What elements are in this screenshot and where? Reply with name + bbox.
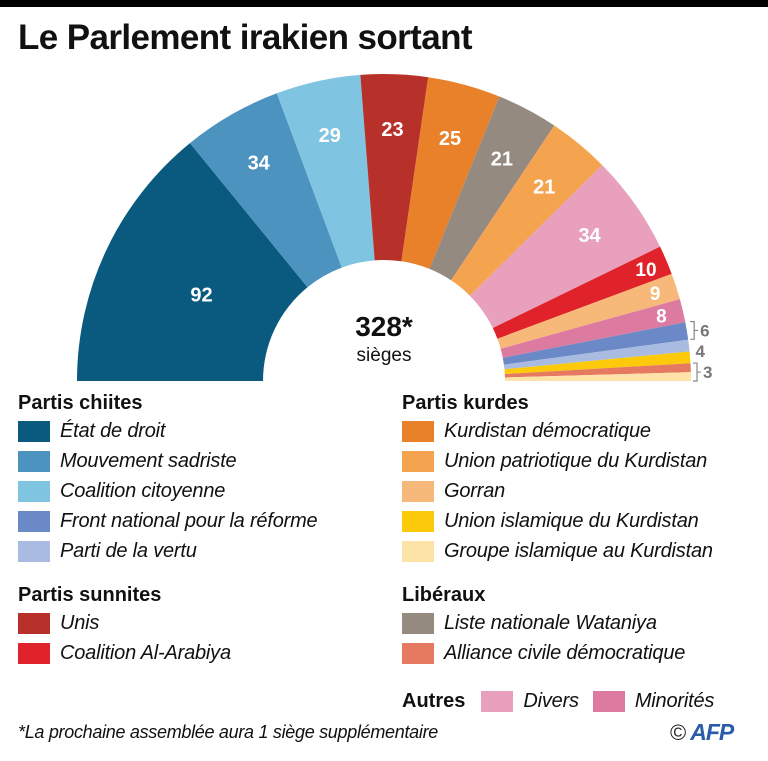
slice-parti-de-la-vertu [503, 339, 690, 370]
legend-item: Liste nationale Wataniya [402, 608, 685, 638]
legend-item: Kurdistan démocratique [402, 416, 713, 446]
legend-swatch [18, 612, 50, 634]
legend-label: Groupe islamique au Kurdistan [444, 539, 713, 562]
slice-divers [469, 164, 661, 329]
legend-label: Parti de la vertu [60, 539, 197, 562]
legend-item: Coalition citoyenne [18, 476, 317, 506]
legend-group-kurdes: Partis kurdes Kurdistan démocratique Uni… [402, 390, 713, 566]
slice-value-label: 8 [656, 307, 667, 328]
slice-value-label: 21 [533, 176, 555, 198]
slice-value-label: 92 [190, 284, 212, 306]
label-bracket [693, 362, 701, 382]
legend-label: État de droit [60, 419, 166, 442]
legend-item: Coalition Al-Arabiya [18, 638, 231, 668]
legend-label: Divers [523, 689, 579, 712]
slice-minorites [500, 299, 686, 358]
legend-swatch [18, 642, 50, 664]
legend-swatch [402, 612, 434, 634]
legend-item: Groupe islamique au Kurdistan [402, 536, 713, 566]
label-bracket [690, 321, 699, 340]
slice-front-national-pour-la-reforme [502, 322, 689, 365]
legend-item: État de droit [18, 416, 317, 446]
slice-union-islamique-du-kurdistan [504, 351, 691, 375]
legend-swatch [18, 480, 50, 502]
legend-label: Front national pour la réforme [60, 509, 318, 532]
legend-swatch [481, 690, 514, 712]
legend-item: Front national pour la réforme [18, 506, 318, 536]
slice-value-label: 21 [491, 148, 513, 170]
slice-liste-nationale-wataniya [429, 96, 555, 281]
legend-group-liberaux: Libéraux Liste nationale Wataniya Allian… [402, 582, 685, 668]
slice-value-label: 34 [248, 152, 271, 174]
legend-item: Unis [18, 608, 231, 638]
slice-gorran [497, 273, 680, 349]
legend-swatch [402, 642, 434, 664]
legend-group-chiites: Partis chiites État de droit Mouvement s… [18, 390, 318, 566]
slice-external-label: 3 [703, 363, 712, 382]
slice-value-label: 23 [381, 119, 403, 141]
slice-etat-de-droit [77, 143, 308, 381]
legend-label: Gorran [444, 479, 506, 502]
legend-item: Union islamique du Kurdistan [402, 506, 713, 536]
legend-item: Gorran [402, 476, 713, 506]
slice-kurdistan-democratique [401, 77, 500, 269]
legend-swatch [402, 540, 434, 562]
slice-value-label: 10 [635, 260, 656, 281]
legend-group-title: Partis kurdes [402, 392, 529, 414]
legend-item: Alliance civile démocratique [402, 638, 685, 668]
legend-swatch [402, 480, 434, 502]
slice-external-label: 4 [695, 342, 705, 361]
chart-title: Le Parlement irakien sortant [18, 18, 473, 57]
legend-label: Minorités [634, 689, 715, 712]
total-seats: 328* [355, 311, 413, 342]
legend-label: Mouvement sadriste [60, 449, 237, 472]
slice-unis [360, 73, 429, 262]
slice-coalition-citoyenne [276, 74, 375, 268]
slice-alliance-civile-democratique [504, 363, 691, 378]
legend-group-title: Partis sunnites [18, 584, 162, 606]
slice-value-label: 9 [650, 284, 661, 305]
top-bar [0, 0, 768, 7]
slice-union-patriotique-du-kurdistan [451, 125, 603, 296]
legend-group-sunnites: Partis sunnites Unis Coalition Al-Arabiy… [18, 582, 231, 668]
legend-swatch [18, 510, 50, 532]
slice-value-label: 29 [319, 125, 341, 147]
footnote: *La prochaine assemblée aura 1 siège sup… [18, 722, 438, 742]
slice-value-label: 34 [578, 225, 601, 247]
parliament-semicircle-chart: 92 34 29 23 25 21 21 34 10 98 6 4 3 [77, 73, 712, 382]
legend-swatch [402, 420, 434, 442]
total-seats-unit: sièges [356, 345, 412, 366]
legend-swatch [402, 510, 434, 532]
copyright-symbol: © [670, 719, 687, 745]
legend-label: Liste nationale Wataniya [444, 611, 657, 634]
legend-label: Unis [60, 611, 100, 634]
slice-groupe-islamique-au-kurdistan [504, 372, 691, 381]
legend-group-title: Autres [402, 690, 466, 712]
legend-item: Union patriotique du Kurdistan [402, 446, 713, 476]
legend-label: Union patriotique du Kurdistan [444, 449, 708, 472]
legend-label: Coalition citoyenne [60, 479, 226, 502]
legend-label: Coalition Al-Arabiya [60, 641, 231, 664]
legend-group-autres: Autres Divers Minorités [402, 688, 728, 714]
slice-mouvement-sadriste [189, 93, 342, 288]
legend-swatch [18, 420, 50, 442]
legend-item: Mouvement sadriste [18, 446, 317, 476]
afp-logo: AFP [690, 719, 734, 745]
legend-label: Kurdistan démocratique [444, 419, 651, 442]
legend-label: Union islamique du Kurdistan [444, 509, 699, 532]
legend-label: Alliance civile démocratique [444, 641, 686, 664]
slice-external-label: 6 [700, 321, 709, 340]
credit: © AFP [670, 719, 734, 746]
slice-coalition-al-arabiya [492, 246, 672, 339]
legend-group-title: Libéraux [402, 584, 486, 606]
legend-swatch [592, 690, 625, 712]
legend-swatch [18, 450, 50, 472]
slice-value-label: 25 [439, 128, 461, 150]
legend-swatch [402, 450, 434, 472]
legend-swatch [18, 540, 50, 562]
legend-item: Parti de la vertu [18, 536, 317, 566]
legend-group-title: Partis chiites [18, 392, 143, 414]
